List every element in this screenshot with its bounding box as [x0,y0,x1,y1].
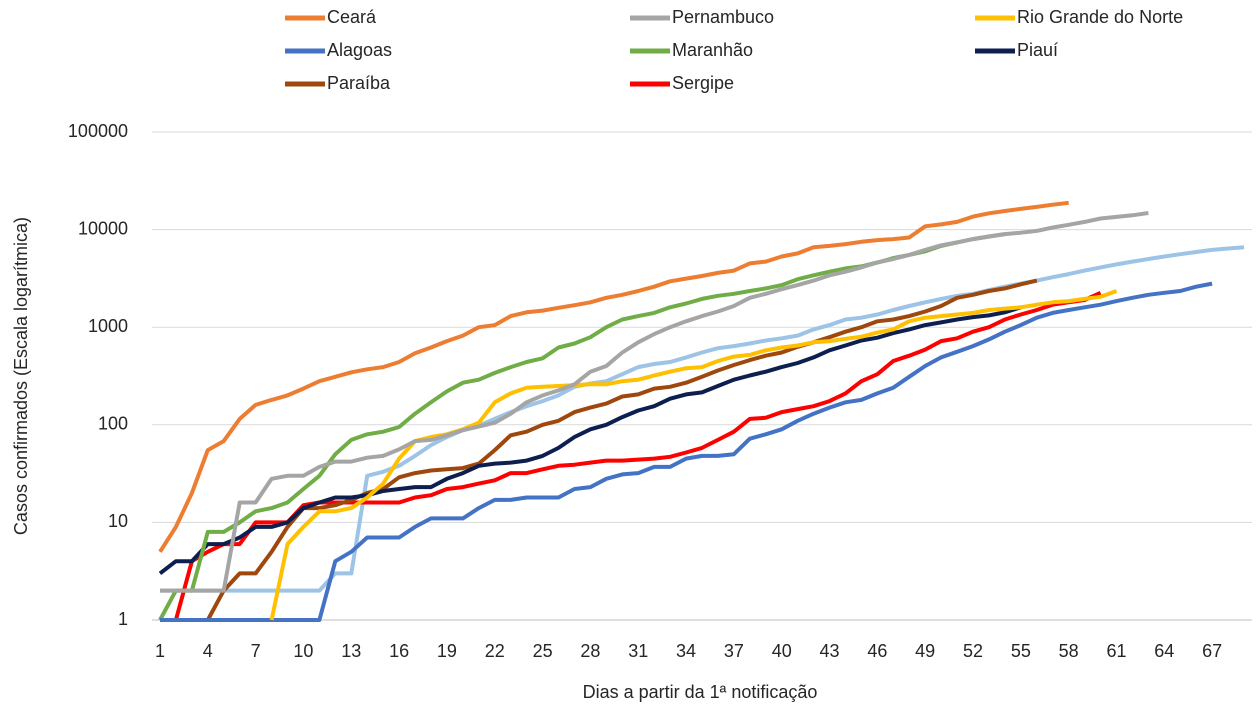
x-tick-label: 34 [676,641,696,661]
x-tick-label: 19 [437,641,457,661]
series-line [158,305,1022,575]
series-line [160,281,1213,622]
legend-label: Rio Grande do Norte [1017,7,1183,27]
y-tick-label: 10 [108,511,128,531]
y-tick-label: 10000 [78,218,128,238]
x-tick-label: 52 [963,641,983,661]
x-tick-label: 49 [915,641,935,661]
legend-label: Paraíba [327,73,391,93]
x-tick-label: 58 [1059,641,1079,661]
y-tick-label: 1 [118,609,128,629]
x-tick-label: 46 [867,641,887,661]
series-line [160,245,1245,593]
x-tick-label: 64 [1154,641,1174,661]
x-tick-label: 37 [724,641,744,661]
x-tick-label: 4 [203,641,213,661]
legend-label: Alagoas [327,40,392,60]
x-tick-label: 22 [485,641,505,661]
x-tick-label: 55 [1011,641,1031,661]
x-tick-label: 31 [628,641,648,661]
legend-label: Ceará [327,7,377,27]
legend-label: Pernambuco [672,7,774,27]
legend-label: Maranhão [672,40,753,60]
x-tick-label: 16 [389,641,409,661]
legend-label: Sergipe [672,73,734,93]
x-tick-label: 43 [820,641,840,661]
series-line [158,232,1006,621]
x-axis-label: Dias a partir da 1ª notificação [583,682,818,702]
y-tick-label: 100000 [68,121,128,141]
y-tick-label: 1000 [88,316,128,336]
x-tick-label: 1 [155,641,165,661]
x-tick-label: 67 [1202,641,1222,661]
x-tick-label: 28 [580,641,600,661]
series-line [160,211,1149,593]
x-tick-label: 61 [1106,641,1126,661]
x-tick-label: 25 [533,641,553,661]
x-tick-label: 40 [772,641,792,661]
series-line [160,290,1102,622]
x-tick-label: 13 [341,641,361,661]
legend-label: Piauí [1017,40,1058,60]
y-tick-label: 100 [98,414,128,434]
series-line [158,200,1069,553]
y-axis-label: Casos confirmados (Escala logarítmica) [11,217,31,535]
x-tick-label: 7 [251,641,261,661]
x-tick-label: 10 [293,641,313,661]
